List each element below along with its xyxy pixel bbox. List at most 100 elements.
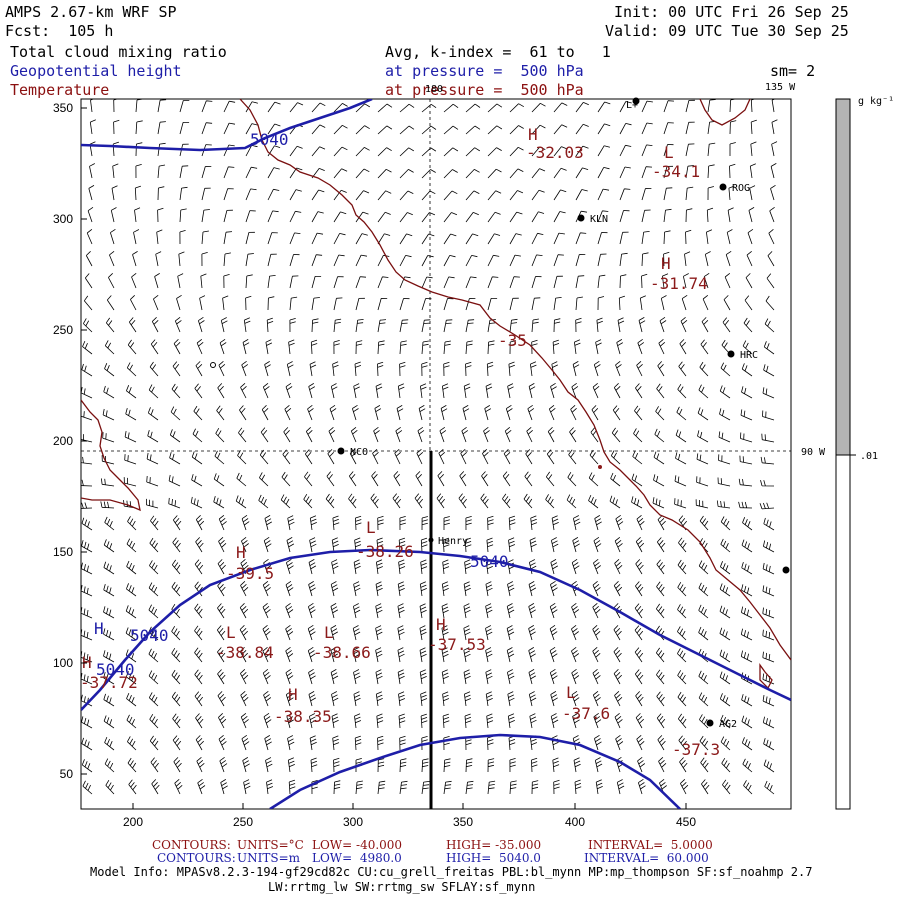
wind-barb (399, 319, 409, 333)
wind-barb (487, 125, 503, 135)
wind-barb (217, 559, 226, 575)
wind-barb (502, 471, 511, 487)
temp-label: -38.84 (216, 643, 274, 662)
wind-barb (597, 123, 611, 135)
wind-barb (459, 471, 467, 487)
wind-barb (375, 691, 383, 707)
wind-barb (266, 779, 274, 795)
wind-barb (553, 254, 564, 267)
wind-barb (375, 603, 383, 619)
wind-barb (571, 690, 580, 707)
wind-barb (685, 229, 692, 245)
wind-barb (588, 494, 599, 509)
wind-barb (742, 340, 753, 355)
wind-barb (594, 757, 603, 773)
wind-barb (746, 250, 753, 267)
field-cloud: Total cloud mixing ratio (10, 43, 227, 61)
model-info: Model Info: MPASv8.2.3-194-gf29cd82c CU:… (90, 865, 813, 879)
wind-barb (377, 168, 392, 179)
wind-barb (179, 165, 189, 179)
wind-barb (111, 185, 118, 201)
wind-barb (81, 673, 93, 685)
avg-k-index: Avg, k-index = 61 to 1 (385, 43, 611, 61)
wind-barb (591, 405, 599, 421)
wind-barb (245, 101, 259, 113)
wind-barb (305, 427, 313, 443)
wind-barb (762, 607, 775, 619)
wind-barb (421, 255, 434, 267)
wind-barb (102, 432, 115, 443)
wind-barb (81, 386, 93, 399)
x-tick-label: 250 (233, 815, 253, 829)
wind-barb (507, 713, 515, 729)
wind-barb (399, 125, 415, 135)
wind-barb (157, 164, 166, 179)
wind-barb (660, 295, 667, 311)
field-temperature: Temperature (10, 81, 110, 99)
wind-barb (213, 495, 225, 509)
wind-barb (377, 276, 389, 289)
wind-barb (309, 515, 317, 531)
wind-barb (761, 433, 775, 443)
wind-barb (308, 691, 316, 707)
wind-barb (311, 232, 324, 245)
wind-barb (550, 713, 559, 729)
wind-barb (148, 604, 159, 619)
wind-barb (377, 758, 385, 773)
wind-barb (179, 100, 190, 113)
wind-barb (223, 100, 236, 113)
wind-barb (592, 646, 601, 663)
wind-barb (330, 669, 339, 685)
wind-barb (699, 361, 709, 377)
footer-temp-low: LOW= -40.000 (312, 838, 403, 852)
wind-barb (465, 212, 479, 223)
wind-barb (171, 625, 181, 641)
station-dot-kln (577, 214, 585, 222)
wind-barb (267, 145, 281, 157)
wind-barb (223, 188, 234, 201)
wind-barb (134, 185, 142, 201)
wind-barb (549, 646, 558, 663)
wind-barb (703, 272, 710, 289)
wind-barb (631, 496, 643, 509)
wind-barb (485, 691, 493, 707)
temp-label: H (288, 685, 298, 704)
wind-barb (442, 691, 450, 707)
wind-barb (553, 189, 567, 201)
wind-barb (572, 713, 580, 729)
wind-barb (414, 493, 424, 509)
wind-barb (285, 690, 294, 707)
wind-barb (285, 646, 294, 663)
wind-barb (196, 338, 204, 355)
wind-barb (397, 603, 405, 619)
wind-barb (704, 251, 711, 267)
field-height: Geopotential height (10, 62, 182, 80)
wind-barb (238, 427, 247, 443)
y-tick-label: 300 (53, 212, 73, 226)
wind-barb (311, 297, 320, 311)
footer-height-label: CONTOURS: (157, 851, 236, 865)
wind-barb (639, 295, 646, 311)
station-ag2: AG2 (719, 719, 737, 730)
wind-barb (443, 212, 458, 223)
model-info-2: LW:rrtmg_lw SW:rrtmg_sw SFLAY:sf_mynn (268, 880, 536, 894)
wind-barb (355, 276, 367, 289)
wind-barb (674, 498, 687, 509)
y-tick-label: 100 (53, 656, 73, 670)
colorbar-unit: g kg⁻¹ (858, 96, 894, 107)
wind-barb (698, 560, 709, 575)
footer-temp-label: CONTOURS: (152, 838, 231, 852)
wind-barb (487, 254, 500, 267)
wind-barb (199, 295, 206, 311)
wind-barb (509, 297, 519, 311)
wind-barb (615, 360, 622, 377)
wind-barb (126, 692, 137, 707)
wind-barb (112, 163, 119, 179)
wind-barb (373, 426, 380, 443)
wind-barb (695, 499, 709, 509)
wind-barb (530, 361, 537, 377)
wind-barb (509, 168, 524, 179)
wind-barb (637, 338, 645, 355)
wind-barb (81, 502, 93, 509)
wind-barb (283, 427, 291, 443)
